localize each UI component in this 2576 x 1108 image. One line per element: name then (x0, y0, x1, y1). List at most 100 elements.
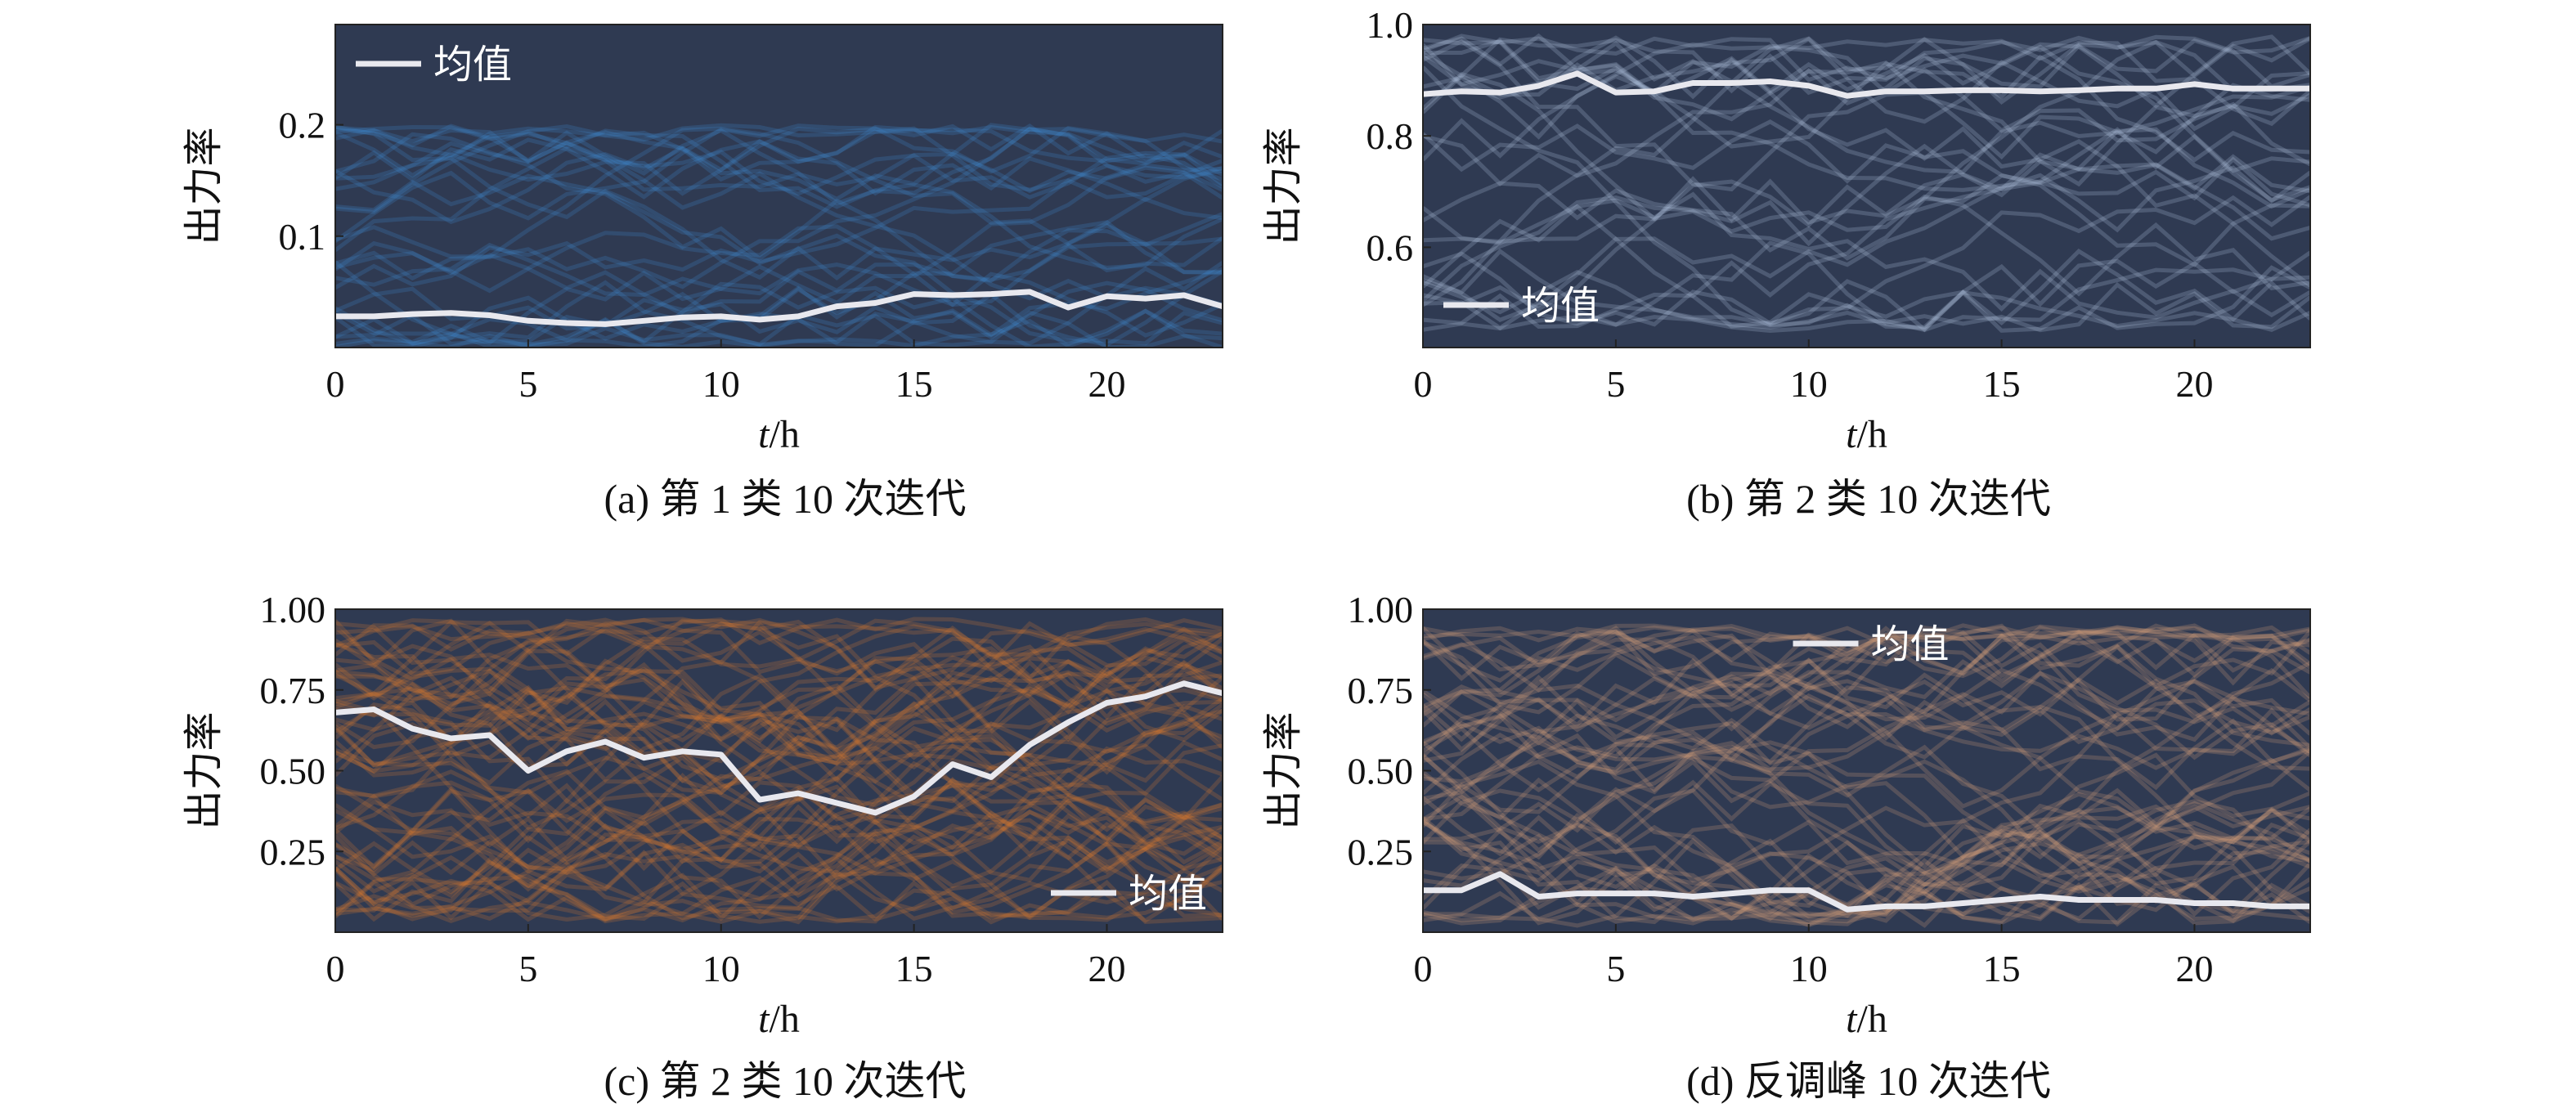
sample-line (1423, 630, 2310, 784)
x-tick-label: 20 (2175, 363, 2213, 405)
sample-line (335, 803, 1223, 922)
sample-line (1423, 740, 2310, 914)
sample-line (1423, 265, 2310, 333)
sample-line (1423, 740, 2310, 870)
x-tick-label: 0 (1414, 363, 1433, 405)
sample-line (335, 669, 1223, 882)
sample-line (335, 123, 1223, 192)
sample-line (335, 659, 1223, 770)
sample-line (1423, 674, 2310, 796)
caption-c: (c) 第 2 类 10 次迭代 (604, 1058, 967, 1104)
caption-b: (b) 第 2 类 10 次迭代 (1686, 476, 2051, 522)
plot-background (335, 25, 1223, 348)
sample-line (1423, 65, 2310, 203)
sample-line (335, 125, 1223, 202)
plot-background (1423, 609, 2310, 932)
sample-line (1423, 156, 2310, 261)
sample-line (1423, 626, 2310, 742)
sample-line (1423, 689, 2310, 868)
sample-line (1423, 623, 2310, 708)
x-axis-label: t/h (1846, 998, 1887, 1041)
sample-line (335, 621, 1223, 784)
mean-line (1423, 871, 2310, 913)
sample-line (335, 126, 1223, 200)
y-axis-label: 出力率 (1260, 711, 1306, 829)
sample-line (1423, 35, 2310, 114)
sample-line (1423, 624, 2310, 693)
sample-line (1423, 626, 2310, 862)
sample-line (1423, 757, 2310, 908)
legend-label: 均值 (1129, 871, 1207, 917)
sample-line (1423, 625, 2310, 728)
sample-line (335, 788, 1223, 921)
sample-line (1423, 630, 2310, 747)
sample-line (1423, 697, 2310, 792)
sample-line (335, 126, 1223, 259)
x-tick-label: 5 (518, 363, 537, 405)
y-tick-label: 1.00 (260, 589, 326, 630)
sample-line (335, 660, 1223, 796)
sample-line (1423, 38, 2310, 288)
x-tick-label: 15 (1983, 948, 2021, 989)
sample-line (1423, 796, 2310, 927)
sample-line (335, 617, 1223, 760)
x-tick-label: 10 (702, 948, 740, 989)
legend-label: 均值 (1871, 621, 1950, 667)
sample-line (335, 123, 1223, 206)
sample-line (335, 794, 1223, 918)
sample-line (335, 619, 1223, 713)
x-tick-label: 5 (1606, 948, 1625, 989)
legend-label: 均值 (1521, 283, 1600, 329)
y-axis-label: 出力率 (1260, 127, 1306, 244)
sample-line (1423, 832, 2310, 926)
sample-line (335, 617, 1223, 698)
sample-line (335, 618, 1223, 821)
x-tick-label: 20 (2175, 948, 2213, 989)
sample-line (1423, 819, 2310, 925)
x-tick-label: 15 (895, 363, 933, 405)
sample-line (335, 659, 1223, 769)
sample-line (335, 132, 1223, 283)
plot-frame (1422, 24, 2311, 348)
sample-line (1423, 633, 2310, 791)
sample-line (335, 698, 1223, 864)
sample-line (335, 743, 1223, 852)
sample-line (1423, 746, 2310, 924)
sample-line (1423, 671, 2310, 804)
x-tick-label: 10 (1790, 363, 1828, 405)
x-tick-label: 5 (1606, 363, 1625, 405)
y-tick-label: 1.00 (1348, 589, 1414, 630)
y-tick-label: 0.1 (279, 216, 326, 258)
sample-line (1423, 71, 2310, 297)
plot-frame (334, 24, 1223, 348)
sample-line (1423, 240, 2310, 333)
x-tick-label: 20 (1088, 363, 1125, 405)
sample-line (335, 618, 1223, 694)
sample-line (1423, 792, 2310, 913)
sample-line (335, 830, 1223, 925)
sample-line (335, 825, 1223, 924)
sample-line (1423, 689, 2310, 881)
sample-line (335, 224, 1223, 307)
sample-line (335, 269, 1223, 348)
sample-line (1423, 827, 2310, 919)
sample-line (335, 624, 1223, 774)
sample-line (1423, 42, 2310, 167)
sample-line (335, 620, 1223, 666)
sample-line (1423, 43, 2310, 173)
sample-line (335, 123, 1223, 189)
sample-line (335, 620, 1223, 766)
sample-line (1423, 623, 2310, 733)
y-tick-label: 0.25 (1348, 831, 1414, 872)
sample-line (1423, 165, 2310, 279)
sample-line (335, 826, 1223, 925)
sample-line (1423, 623, 2310, 717)
sample-line (335, 633, 1223, 841)
sample-line (335, 838, 1223, 925)
sample-traces (335, 617, 1223, 925)
sample-line (335, 662, 1223, 859)
sample-line (335, 637, 1223, 783)
sample-line (335, 866, 1223, 922)
sample-line (335, 778, 1223, 863)
